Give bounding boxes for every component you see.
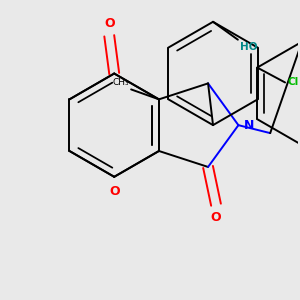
Text: HO: HO	[240, 42, 257, 52]
Text: CH₃: CH₃	[112, 78, 129, 87]
Text: O: O	[104, 17, 115, 30]
Text: O: O	[211, 211, 221, 224]
Text: O: O	[109, 185, 119, 198]
Text: N: N	[243, 119, 254, 132]
Text: Cl: Cl	[287, 77, 298, 88]
